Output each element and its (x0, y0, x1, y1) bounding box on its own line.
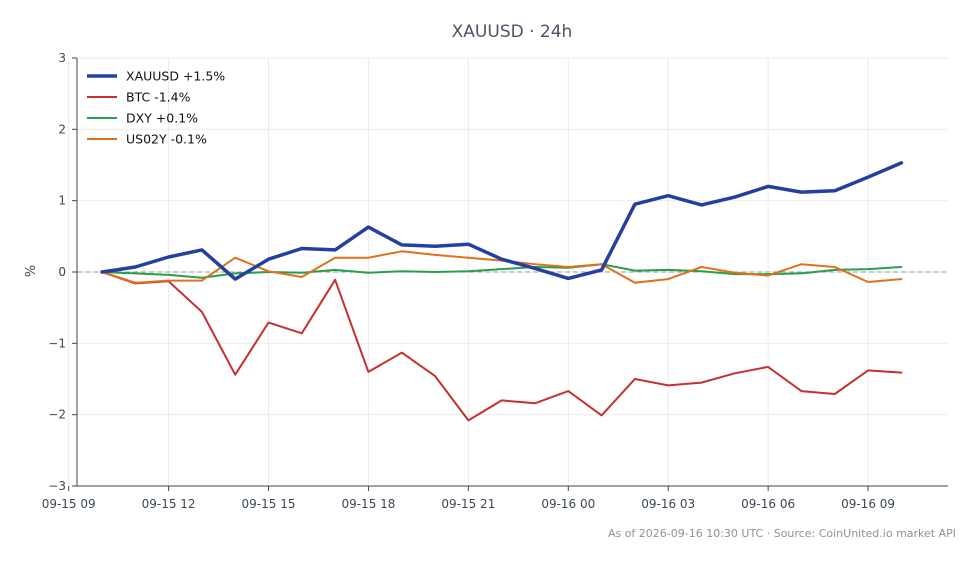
legend-label: BTC -1.4% (126, 90, 191, 105)
y-tick-label: −1 (48, 336, 66, 350)
y-tick-label: 2 (58, 122, 66, 136)
x-tick-label: 09-15 21 (441, 497, 495, 511)
x-tick-label: 09-16 00 (541, 497, 595, 511)
series-lines (100, 161, 904, 422)
footer-note: As of 2026-09-16 10:30 UTC · Source: Coi… (608, 527, 956, 540)
y-axis-label: % (24, 265, 39, 277)
y-tick-label: −3 (48, 479, 66, 493)
x-tick-label: 09-16 09 (841, 497, 895, 511)
y-tick-label: 1 (58, 194, 66, 208)
y-tick-label: 0 (58, 265, 66, 279)
x-tick-label: 09-16 03 (641, 497, 695, 511)
legend-label: US02Y -0.1% (126, 132, 207, 147)
y-tick-label: −2 (48, 408, 66, 422)
chart-title: XAUUSD · 24h (452, 22, 573, 42)
legend-label: XAUUSD +1.5% (126, 69, 225, 84)
x-tick-label: 09-16 06 (741, 497, 795, 511)
legend-label: DXY +0.1% (126, 111, 198, 126)
x-ticks: 09-15 09 09-15 12 09-15 15 09-15 18 09-15 21… (42, 486, 895, 511)
x-tick-label: 09-15 12 (142, 497, 196, 511)
series-line-0 (100, 161, 904, 281)
legend: XAUUSD +1.5% BTC -1.4% DXY +0.1% US02Y -0.1… (87, 69, 225, 147)
series-line-1 (101, 271, 903, 422)
y-ticks: 3 2 1 0 −1 −2 −3 (48, 51, 77, 493)
x-tick-label: 09-15 09 (42, 497, 96, 511)
x-tick-label: 09-15 18 (341, 497, 395, 511)
x-tick-label: 09-15 15 (242, 497, 296, 511)
y-tick-label: 3 (58, 51, 66, 65)
series-line-2 (101, 263, 903, 279)
